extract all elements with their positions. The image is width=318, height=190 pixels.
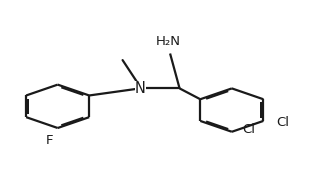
Text: F: F xyxy=(46,134,53,147)
Text: Cl: Cl xyxy=(243,123,256,136)
Text: H₂N: H₂N xyxy=(156,35,181,48)
Text: Cl: Cl xyxy=(276,116,289,129)
Text: N: N xyxy=(135,81,145,96)
